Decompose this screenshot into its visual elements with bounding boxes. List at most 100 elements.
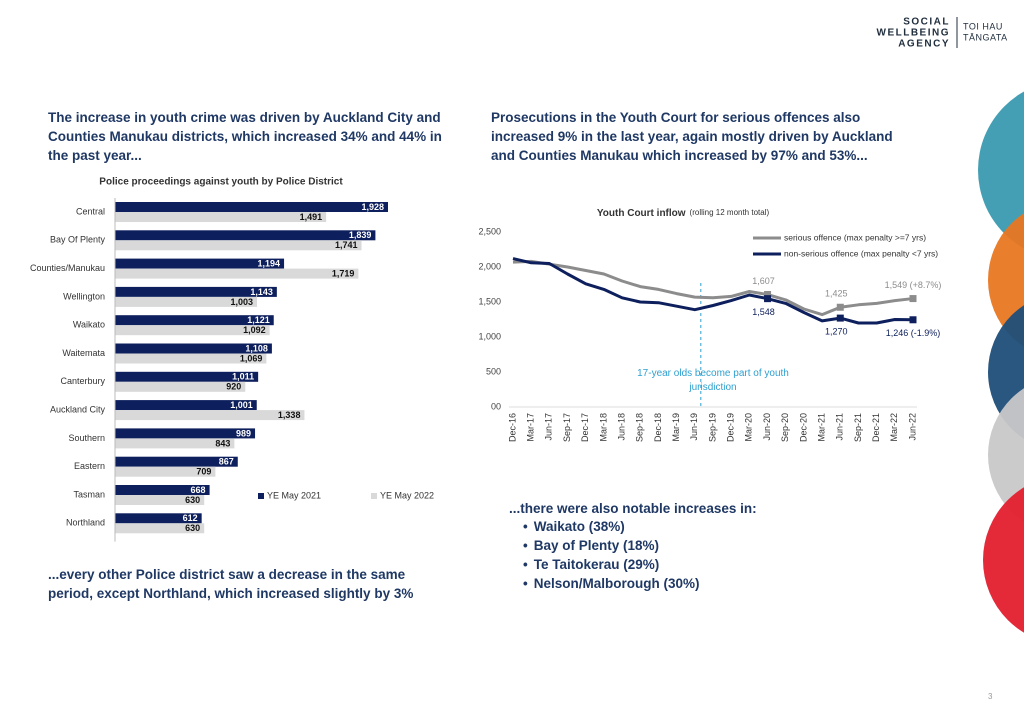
body-text: ...every other Police district saw a dec… xyxy=(48,567,414,601)
x-tick-label: Sep-17 xyxy=(562,413,572,442)
bar xyxy=(115,466,216,477)
bar xyxy=(115,202,388,212)
data-label: 1,607 xyxy=(752,276,775,286)
value-label: 1,194 xyxy=(258,258,281,268)
bar xyxy=(115,353,267,364)
annotation: 17-year olds become part of youth jurisd… xyxy=(637,368,789,393)
bar xyxy=(115,296,258,307)
category-label: Waikato xyxy=(73,320,105,330)
category-label: Auckland City xyxy=(50,404,106,414)
bar xyxy=(115,456,238,467)
x-tick-label: Dec-21 xyxy=(871,413,881,442)
bar xyxy=(115,343,272,354)
y-tick-label: 2,500 xyxy=(478,226,501,236)
point-marker xyxy=(764,291,772,299)
legend-label: YE May 2022 xyxy=(380,490,434,500)
value-label: 867 xyxy=(219,457,234,467)
value-label: 1,121 xyxy=(247,315,270,325)
value-label: 1,001 xyxy=(230,400,253,410)
y-tick-label: 00 xyxy=(491,401,501,411)
value-label: 989 xyxy=(236,428,251,438)
x-tick-label: Jun-19 xyxy=(689,413,699,441)
chart-subtitle: (rolling 12 month total) xyxy=(690,208,770,217)
series-line xyxy=(512,257,914,325)
x-tick-label: Mar-21 xyxy=(816,413,826,442)
legend-label: serious offence (max penalty >=7 yrs) xyxy=(784,232,926,242)
bar xyxy=(115,325,270,336)
x-tick-label: Dec-19 xyxy=(726,413,736,442)
x-tick-label: Mar-18 xyxy=(598,413,608,442)
category-label: Tasman xyxy=(73,489,105,499)
x-tick-label: Jun-22 xyxy=(907,413,917,441)
value-label: 1,719 xyxy=(332,268,355,278)
logo-text: TOI HAU xyxy=(963,21,1003,31)
decor-circle xyxy=(983,487,1024,633)
heading: The increase in youth crime was driven b… xyxy=(48,110,442,163)
value-label: 709 xyxy=(196,467,211,477)
bar xyxy=(115,212,327,222)
point-marker xyxy=(836,314,844,322)
x-tick-label: Jun-18 xyxy=(616,413,626,441)
chart-title: Youth Court inflow (rolling 12 month tota… xyxy=(597,208,770,219)
x-tick-label: Jun-17 xyxy=(544,413,554,441)
category-label: Central xyxy=(76,206,105,216)
legend-label: non-serious offence (max penalty <7 yrs) xyxy=(784,248,938,258)
value-label: 843 xyxy=(215,438,230,448)
category-label: Wellington xyxy=(63,291,105,301)
point-marker xyxy=(764,295,772,303)
value-label: 668 xyxy=(191,485,206,495)
value-label: 612 xyxy=(183,513,198,523)
category-label: Northland xyxy=(66,518,105,528)
x-tick-label: Dec-17 xyxy=(580,413,590,442)
bar xyxy=(115,286,277,297)
bar xyxy=(115,485,210,495)
bar xyxy=(115,400,257,411)
value-label: 1,928 xyxy=(361,202,384,212)
bar xyxy=(115,258,285,269)
legend-swatch xyxy=(258,493,264,499)
x-tick-label: Dec-18 xyxy=(653,413,663,442)
legend-swatch xyxy=(371,493,377,499)
x-tick-label: Mar-19 xyxy=(671,413,681,442)
value-label: 1,069 xyxy=(240,353,263,363)
bar xyxy=(115,523,205,534)
value-label: 1,491 xyxy=(300,212,323,222)
page-number: 3 xyxy=(988,692,993,701)
increase-list: Waikato (38%) Bay of Plenty (18%) Te Tai… xyxy=(509,517,835,593)
category-label: Bay Of Plenty xyxy=(50,235,106,245)
logo-text: WELLBEING xyxy=(877,28,951,39)
value-label: 1,003 xyxy=(230,297,253,307)
list-item: Nelson/Malborough (30%) xyxy=(534,574,835,593)
chart-title: Youth Court inflow xyxy=(597,208,686,219)
list-item: Te Taitokerau (29%) xyxy=(534,555,835,574)
x-tick-label: Dec-16 xyxy=(507,413,517,442)
bar xyxy=(115,410,305,421)
body-text: ...there were also notable increases in: xyxy=(509,501,757,516)
bar xyxy=(115,428,256,439)
value-label: 1,108 xyxy=(245,343,268,353)
value-label: 1,143 xyxy=(250,287,273,297)
list-item: Waikato (38%) xyxy=(534,517,835,536)
series-line xyxy=(512,259,914,317)
x-tick-label: Mar-22 xyxy=(889,413,899,442)
value-label: 630 xyxy=(185,495,200,505)
bar xyxy=(115,513,202,524)
logo-text: AGENCY xyxy=(898,39,950,50)
x-tick-label: Sep-19 xyxy=(707,413,717,442)
x-tick-label: Mar-17 xyxy=(526,413,536,442)
x-tick-label: Sep-21 xyxy=(853,413,863,442)
x-tick-label: Sep-20 xyxy=(780,413,790,442)
value-label: 920 xyxy=(226,382,241,392)
list-item: Bay of Plenty (18%) xyxy=(534,536,835,555)
x-tick-label: Mar-20 xyxy=(744,413,754,442)
bar xyxy=(115,495,205,505)
point-marker xyxy=(909,295,917,303)
category-label: Canterbury xyxy=(60,376,105,386)
bar xyxy=(115,371,259,382)
decor-circle xyxy=(988,388,1024,522)
x-tick-label: Dec-20 xyxy=(798,413,808,442)
bar xyxy=(115,230,376,241)
x-tick-label: Jun-20 xyxy=(762,413,772,441)
bar xyxy=(115,315,274,326)
